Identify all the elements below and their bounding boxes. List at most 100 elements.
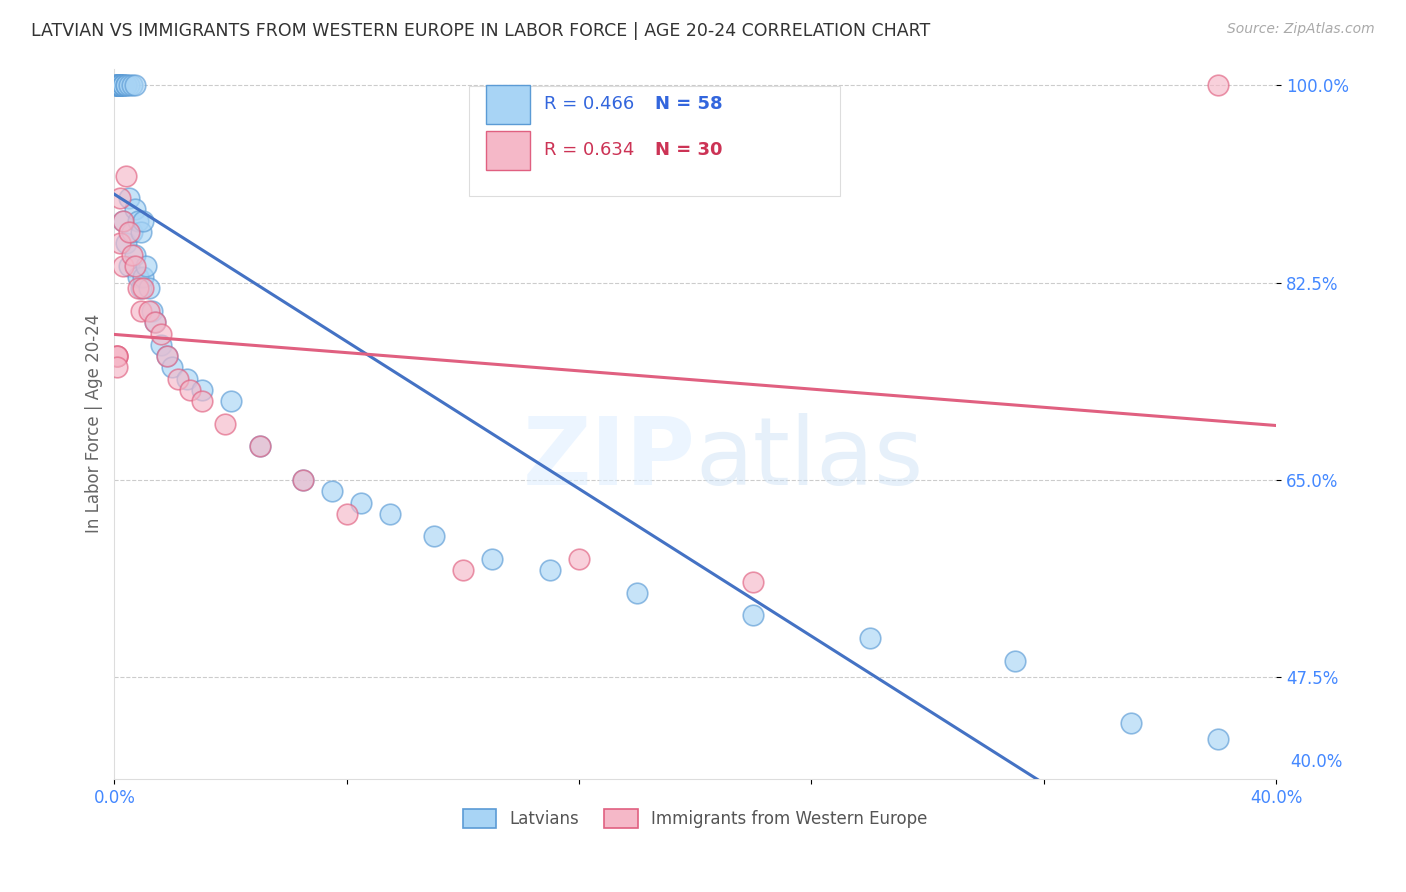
Point [110,78,132,93]
Point [105,349,128,363]
Point [1004,653,1026,667]
Point [115,78,138,93]
Point [105,78,128,93]
Point [105,349,128,363]
Point [112,213,135,227]
Point [124,202,146,217]
Point [149,326,172,341]
Point [118,191,141,205]
Point [129,281,152,295]
Point [1206,78,1229,93]
Point [1119,715,1142,730]
Point [141,304,163,318]
Point [423,529,446,543]
Point [380,507,402,521]
Point [105,78,128,93]
Point [129,304,152,318]
Point [121,78,143,93]
Point [156,349,179,363]
Point [112,213,135,227]
Point [124,247,146,261]
Text: 40.0%: 40.0% [1291,753,1343,771]
Text: Source: ZipAtlas.com: Source: ZipAtlas.com [1227,22,1375,37]
Point [110,191,132,205]
Point [321,484,343,499]
Point [143,315,166,329]
Point [190,383,212,397]
Point [105,78,128,93]
Point [219,394,242,409]
Point [292,473,315,487]
Point [115,169,138,183]
Point [105,349,128,363]
Point [132,281,155,295]
Point [127,213,149,227]
FancyBboxPatch shape [486,85,530,124]
Point [292,473,315,487]
Point [105,78,128,93]
Text: ZIP: ZIP [523,413,695,505]
Point [350,496,373,510]
Point [132,213,155,227]
Point [115,78,138,93]
FancyBboxPatch shape [468,87,841,196]
Point [105,360,128,375]
Point [124,259,146,273]
Point [105,78,128,93]
Point [112,78,135,93]
Point [112,259,135,273]
Point [190,394,212,409]
Point [143,315,166,329]
Point [149,338,172,352]
Point [626,586,648,600]
Point [249,439,271,453]
Point [118,78,141,93]
Point [110,78,132,93]
Point [105,78,128,93]
Point [127,281,149,295]
Point [105,78,128,93]
Point [167,371,190,385]
Text: atlas: atlas [695,413,924,505]
Point [568,552,591,566]
Point [742,608,765,623]
Point [112,78,135,93]
Point [121,247,143,261]
Point [105,78,128,93]
Point [1206,732,1229,747]
Text: N = 58: N = 58 [655,95,723,113]
Point [179,383,201,397]
Point [121,225,143,239]
Point [742,574,765,589]
Point [451,563,474,577]
Point [162,360,184,375]
Point [132,270,155,285]
Point [110,78,132,93]
Text: N = 30: N = 30 [655,141,723,159]
Point [135,259,157,273]
Point [110,78,132,93]
FancyBboxPatch shape [486,131,530,169]
Point [156,349,179,363]
Text: R = 0.466: R = 0.466 [544,95,634,113]
Point [336,507,359,521]
Legend: Latvians, Immigrants from Western Europe: Latvians, Immigrants from Western Europe [457,802,934,835]
Point [112,78,135,93]
Point [124,78,146,93]
Point [110,78,132,93]
Text: LATVIAN VS IMMIGRANTS FROM WESTERN EUROPE IN LABOR FORCE | AGE 20-24 CORRELATION: LATVIAN VS IMMIGRANTS FROM WESTERN EUROP… [31,22,931,40]
Point [129,225,152,239]
Point [176,371,198,385]
Point [118,259,141,273]
Point [538,563,561,577]
Point [138,281,160,295]
Point [118,225,141,239]
Point [115,236,138,251]
Point [127,270,149,285]
Point [214,417,236,431]
Point [138,304,160,318]
Y-axis label: In Labor Force | Age 20-24: In Labor Force | Age 20-24 [86,314,103,533]
Point [858,631,880,645]
Text: R = 0.634: R = 0.634 [544,141,634,159]
Point [110,236,132,251]
